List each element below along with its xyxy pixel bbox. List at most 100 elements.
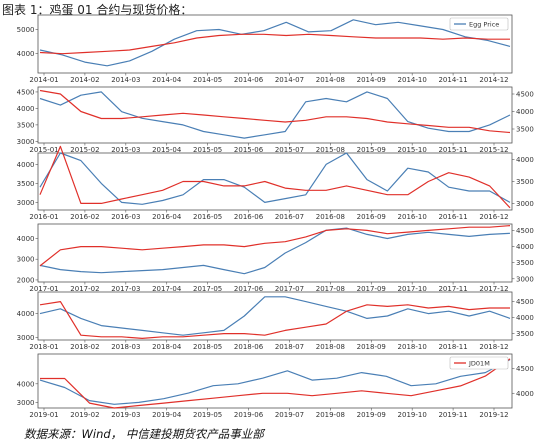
x-tick-label: 2019-08 [316,411,345,419]
x-tick-label: 2019-06 [234,411,264,419]
y-right-tick-label: 3000 [516,200,534,208]
x-tick-label: 2017-06 [234,285,264,293]
x-tick-label: 2014-05 [193,76,222,84]
y-right-tick-label: 4500 [516,227,534,235]
x-tick-label: 2018-10 [398,343,427,351]
y-left-tick-label: 3000 [17,256,35,264]
x-tick-label: 2014-10 [398,76,427,84]
x-tick-label: 2017-03 [111,285,140,293]
x-tick-label: 2017-09 [357,285,386,293]
x-tick-label: 2016-08 [316,213,345,221]
x-tick-label: 2017-10 [398,285,427,293]
y-right-tick-label: 4000 [516,314,534,322]
series-line-futures [40,358,511,409]
plot-frame [37,223,513,283]
legend-label: Egg Price [469,21,499,29]
x-tick-label: 2016-06 [234,213,264,221]
plot-frame [37,291,513,341]
x-tick-label: 2016-07 [275,213,304,221]
x-tick-label: 2016-04 [152,213,182,221]
x-tick-label: 2016-02 [70,213,99,221]
y-right-tick-label: 3500 [516,259,534,267]
x-tick-label: 2018-08 [316,343,345,351]
x-tick-label: 2018-02 [70,343,99,351]
x-tick-label: 2017-02 [70,285,99,293]
y-right-tick-label: 4500 [516,298,534,306]
series-line-futures [39,89,511,134]
y-left-tick-label: 3500 [17,121,35,129]
x-tick-label: 2015-11 [438,146,467,154]
x-tick-label: 2015-02 [70,146,99,154]
y-right-tick-label: 4000 [516,108,534,116]
x-tick-label: 2014-11 [438,76,467,84]
x-tick-label: 2014-02 [70,76,99,84]
x-tick-label: 2017-12 [479,285,508,293]
legend-box [449,356,509,370]
y-left-tick-label: 4500 [17,88,35,96]
x-tick-label: 2014-03 [111,76,140,84]
x-tick-label: 2019-12 [479,411,508,419]
x-tick-label: 2017-11 [438,285,467,293]
x-tick-label: 2019-04 [152,411,182,419]
y-right-tick-label: 3500 [516,330,534,338]
y-left-tick-label: 3000 [17,199,35,207]
figure-title: 图表 1：鸡蛋 01 合约与现货价格： [2,3,193,17]
chart-panel-2014: 2014-01 2014-02 2014-03 2014-04 2014-05 2014-… [17,14,513,84]
series-line-spot [39,227,511,275]
y-right-tick-label: 4000 [516,243,534,251]
x-tick-label: 2018-12 [479,343,508,351]
x-tick-label: 2018-09 [357,343,386,351]
x-tick-label: 2015-05 [193,146,222,154]
x-tick-label: 2014-08 [316,76,345,84]
x-tick-label: 2019-10 [398,411,427,419]
x-tick-label: 2014-04 [152,76,182,84]
y-left-tick-label: 4000 [17,310,35,318]
x-tick-label: 2019-07 [275,411,304,419]
x-tick-label: 2016-01 [29,213,58,221]
x-tick-label: 2019-09 [357,411,386,419]
x-tick-label: 2019-02 [70,411,99,419]
x-tick-label: 2015-04 [152,146,182,154]
y-left-tick-label: 4000 [17,105,35,113]
x-tick-label: 2019-01 [29,411,58,419]
x-tick-label: 2015-09 [357,146,386,154]
x-tick-label: 2017-07 [275,285,304,293]
chart-panel-2016: 2016-01 2016-02 2016-03 2016-04 2016-05 2016-… [17,145,534,221]
x-tick-label: 2016-09 [357,213,386,221]
y-right-tick-label: 4000 [516,156,534,164]
x-tick-label: 2017-04 [152,285,182,293]
x-tick-label: 2018-06 [234,343,264,351]
y-right-tick-label: 4500 [516,91,534,99]
x-tick-label: 2015-10 [398,146,427,154]
plot-frame [37,86,513,144]
x-tick-label: 2017-01 [29,285,58,293]
data-source: 数据来源：Wind， 中信建投期货农产品事业部 [24,427,264,441]
y-right-tick-label: 4000 [516,390,534,398]
x-tick-label: 2019-03 [111,411,140,419]
x-tick-label: 2014-12 [479,76,508,84]
x-tick-label: 2017-05 [193,285,222,293]
y-left-tick-label: 3000 [17,138,35,146]
x-tick-label: 2016-03 [111,213,140,221]
y-left-tick-label: 3000 [17,334,35,342]
y-right-tick-label: 3500 [516,126,534,134]
x-tick-label: 2019-11 [438,411,467,419]
x-tick-label: 2016-11 [438,213,467,221]
series-line-futures [39,225,511,267]
x-tick-label: 2016-12 [479,213,508,221]
y-left-tick-label: 3500 [17,180,35,188]
series-line-spot [39,296,511,336]
y-left-tick-label: 4000 [17,380,35,388]
series-line-futures [39,33,510,55]
x-tick-label: 2016-05 [193,213,222,221]
legend-label: JD01M [468,360,490,368]
y-right-tick-label: 3000 [516,275,534,283]
y-left-tick-label: 5000 [17,26,35,34]
series-line-spot [39,19,511,67]
x-tick-label: 2015-08 [316,146,345,154]
series-line-futures [39,145,511,209]
y-left-tick-label: 2000 [17,276,35,284]
x-tick-label: 2014-09 [357,76,386,84]
x-tick-label: 2018-03 [111,343,140,351]
